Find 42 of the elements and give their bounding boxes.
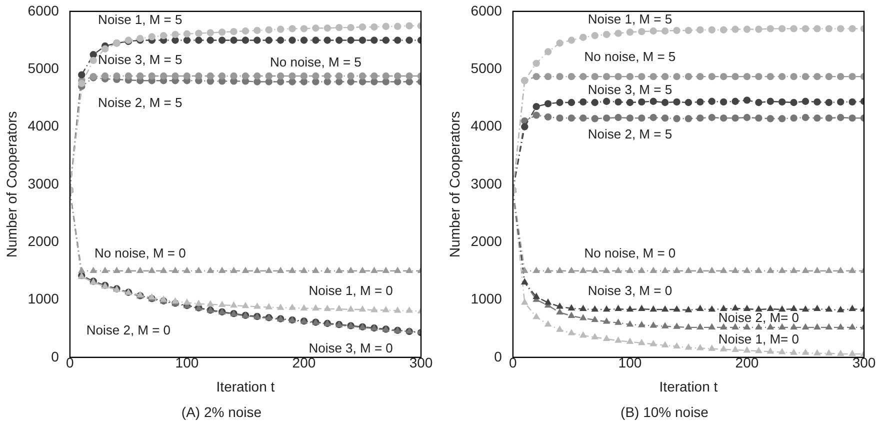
series-label: Noise 1, M = 5 [588, 12, 672, 27]
x-tick-label: 0 [509, 354, 518, 371]
x-axis-title: Iteration t [216, 378, 275, 394]
x-tick-label: 0 [66, 354, 74, 371]
series-label: Noise 3, M = 5 [588, 82, 672, 98]
x-tick-label: 300 [852, 354, 876, 371]
y-tick-label: 6000 [28, 2, 60, 18]
x-axis-title: Iteration t [659, 378, 718, 394]
x-tick-label: 200 [292, 354, 316, 371]
series-label: No noise, M = 0 [94, 245, 186, 260]
x-tick-label: 200 [735, 354, 759, 371]
y-tick-label: 2000 [470, 232, 502, 249]
y-tick-label: 6000 [470, 2, 502, 18]
y-tick-label: 3000 [28, 175, 60, 192]
y-tick-label: 5000 [470, 60, 502, 76]
y-tick-label: 3000 [470, 175, 502, 192]
y-tick-label: 1000 [28, 290, 60, 307]
text: (B) 10% noise [620, 404, 710, 420]
series-label: Noise 3, M = 0 [308, 340, 393, 356]
y-axis-title: Number of Cooperators [446, 111, 462, 258]
y-tick-label: 4000 [470, 118, 502, 134]
series-label: Noise 3, M = 0 [588, 283, 672, 298]
series-label: Noise 1, M = 0 [308, 283, 393, 298]
series-label: No noise, M = 0 [584, 245, 676, 260]
series-label: No noise, M = 5 [584, 49, 676, 64]
y-tick-label: 4000 [28, 118, 60, 134]
x-tick-label: 100 [175, 354, 199, 371]
series-label: Noise 1, M= 0 [718, 332, 799, 347]
series-label: Noise 3, M = 5 [98, 52, 182, 67]
series-label: Noise 2, M = 5 [98, 95, 182, 110]
series-label: Noise 2, M = 5 [588, 126, 672, 142]
series-label: Noise 2, M= 0 [718, 310, 799, 325]
x-tick-label: 300 [409, 354, 433, 371]
y-tick-label: 2000 [28, 232, 60, 249]
y-axis-title: Number of Cooperators [3, 111, 20, 258]
series-label: Noise 1, M = 5 [98, 12, 182, 28]
text: (A) 2% noise [180, 404, 263, 420]
series-label: No noise, M = 5 [270, 54, 362, 70]
x-tick-label: 100 [618, 354, 642, 371]
y-tick-label: 1000 [470, 290, 502, 307]
series-label: Noise 2, M = 0 [86, 322, 171, 338]
y-tick-label: 5000 [28, 60, 60, 76]
